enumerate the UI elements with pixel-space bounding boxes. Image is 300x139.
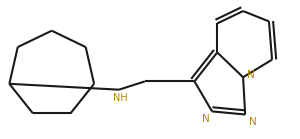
Text: N: N xyxy=(247,70,255,80)
Text: NH: NH xyxy=(112,93,128,103)
Text: N: N xyxy=(248,117,256,127)
Text: N: N xyxy=(202,114,210,124)
